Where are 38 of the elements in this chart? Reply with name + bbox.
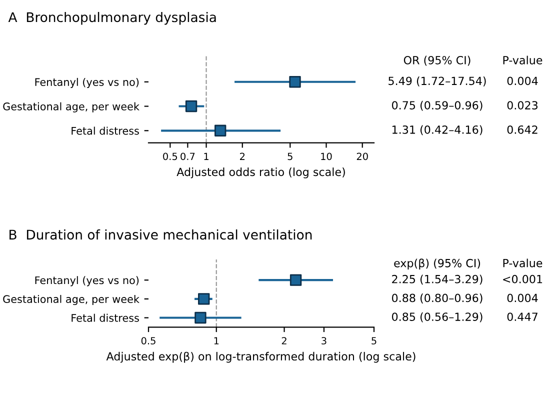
data-label: 1.31 (0.42–4.16) — [392, 125, 482, 136]
data-label: 0.75 (0.59–0.96) — [392, 100, 482, 111]
y-tick-label: Gestational age, per week — [3, 294, 140, 306]
text: 0.447 — [507, 312, 538, 321]
text: OR (95% CI) — [404, 56, 470, 66]
data-label: 0.85 (0.56–1.29) — [392, 312, 482, 322]
text: exp(β) (95% CI) — [394, 258, 480, 270]
x-axis-title: Adjusted exp(β) on log-transformed duration (log scale) — [106, 352, 416, 363]
text: 0.642 — [507, 125, 538, 134]
y-tick-label: Fentanyl (yes vs no) — [35, 276, 139, 286]
data-label: 5.49 (1.72–17.54) — [388, 76, 486, 86]
x-tick-label: 0.7 — [180, 152, 195, 160]
text: 0.004 — [507, 294, 538, 302]
x-tick-label: 1 — [214, 337, 219, 344]
x-tick-label: 0.5 — [141, 337, 156, 344]
x-tick-label: 0.5 — [163, 152, 178, 160]
text: 0.023 — [507, 101, 538, 110]
x-axis-title: Adjusted odds ratio (log scale) — [176, 168, 345, 178]
x-tick-label: 20 — [356, 152, 368, 160]
data-label: 0.88 (0.80–0.96) — [392, 294, 482, 304]
chart-title: B Duration of invasive mechanical ventilation — [10, 229, 312, 240]
x-tick-label: 10 — [321, 152, 332, 160]
text: P-value — [503, 258, 542, 268]
y-tick-label: Fentanyl (yes vs no) — [35, 78, 139, 88]
x-tick-label: 5 — [288, 152, 292, 160]
x-tick-label: 5 — [372, 337, 376, 344]
x-tick-label: 2 — [240, 152, 245, 160]
chart-title: A Bronchopulmonary dysplasia — [8, 12, 216, 25]
y-tick-label: Fetal distress — [72, 126, 139, 135]
text: 0.004 — [507, 76, 538, 86]
x-tick-label: 3 — [322, 337, 326, 344]
x-tick-label: 2 — [282, 337, 286, 344]
text: <0.001 — [503, 274, 542, 284]
y-tick-label: Gestational age, per week — [3, 102, 140, 112]
y-tick-label: Fetal distress — [72, 314, 139, 322]
text: P-value — [503, 56, 542, 64]
x-tick-label: 1 — [204, 152, 208, 160]
data-label: 2.25 (1.54–3.29) — [392, 274, 482, 285]
